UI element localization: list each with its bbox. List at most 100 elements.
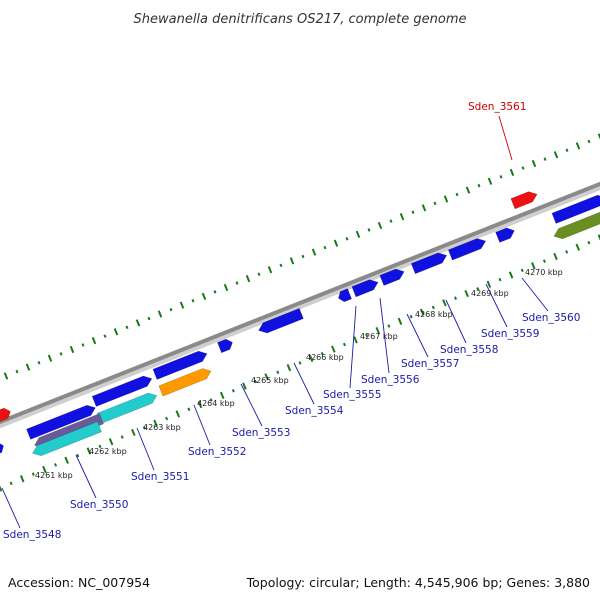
tick-mark (9, 481, 13, 486)
kbp-label: 4270 kbp (525, 268, 563, 277)
tick-mark (76, 453, 80, 458)
tick-mark (59, 352, 63, 356)
gene-arrow-blue (0, 441, 4, 456)
leader-line-sden-3551 (136, 427, 155, 471)
tick-mark (421, 204, 427, 212)
tick-mark (553, 151, 559, 159)
tick-mark (498, 277, 502, 282)
tick-mark (47, 354, 53, 362)
tick-mark (443, 195, 449, 203)
gene-label-sden-3548: Sden_3548 (3, 529, 61, 541)
tick-mark (197, 401, 203, 409)
leader-line-sden-3557 (406, 313, 429, 358)
gene-label-sden-3556: Sden_3556 (361, 374, 420, 386)
leader-line-sden-3558 (445, 299, 467, 344)
tick-mark (397, 317, 403, 325)
tick-mark (389, 219, 393, 223)
tick-mark (419, 308, 425, 316)
tick-mark (520, 268, 524, 273)
tick-mark (0, 485, 3, 492)
gene-arrow-blue (258, 308, 304, 334)
tick-mark (289, 257, 295, 265)
tick-mark (575, 243, 581, 251)
gene-arrow-blue (152, 350, 208, 380)
leader-line-sden-3554 (293, 362, 315, 405)
tick-mark (135, 319, 141, 327)
kbp-label: 4267 kbp (360, 332, 398, 341)
tick-mark (142, 426, 146, 430)
map-title: Shewanella denitrificans OS217, complete… (134, 12, 467, 27)
tick-mark (553, 252, 558, 261)
tick-mark (81, 343, 85, 347)
tick-mark (301, 254, 305, 259)
tick-mark (245, 275, 251, 283)
tick-mark (276, 370, 280, 375)
leader-line-sden-3560 (521, 277, 549, 312)
backbone-line (0, 181, 600, 425)
tick-mark (187, 407, 191, 412)
tick-mark (464, 289, 469, 298)
tick-mark (342, 342, 346, 347)
kbp-label: 4264 kbp (197, 399, 235, 408)
inner-tick-track (0, 234, 600, 492)
gene-label-sden-3550: Sden_3550 (70, 499, 128, 511)
tick-mark (565, 250, 569, 254)
tick-mark (179, 301, 185, 309)
tick-mark (113, 328, 119, 336)
tick-mark (242, 382, 247, 390)
tick-mark (597, 133, 600, 140)
leader-line-sden-3552 (193, 404, 211, 446)
gene-arrow-blue (495, 227, 515, 243)
tick-mark (508, 271, 514, 279)
tick-mark (54, 463, 58, 467)
tick-mark (231, 389, 235, 393)
gene-arrow-blue (338, 288, 352, 303)
tick-mark (223, 283, 229, 292)
kbp-label: 4268 kbp (415, 310, 453, 319)
tick-mark (353, 336, 358, 344)
tick-mark (542, 259, 546, 263)
leader-line-sden-3548 (1, 487, 21, 529)
tick-mark (345, 237, 349, 241)
tick-mark (298, 361, 302, 365)
gene-arrow-blue (551, 194, 600, 224)
gene-arrow-blue (217, 338, 233, 354)
gene-label-sden-3554: Sden_3554 (285, 405, 344, 417)
tick-mark (308, 354, 314, 362)
tick-mark (367, 228, 371, 232)
tick-mark (37, 360, 41, 365)
tick-mark (157, 310, 163, 318)
leader-line-sden-3561 (498, 115, 513, 161)
gene-label-sden-3559: Sden_3559 (481, 328, 539, 340)
tick-mark (15, 369, 19, 374)
gene-features (0, 191, 600, 457)
tick-mark (235, 281, 239, 285)
tick-mark (125, 325, 129, 330)
kbp-label: 4269 kbp (471, 289, 509, 298)
tick-mark (454, 296, 458, 300)
gene-label-sden-3551: Sden_3551 (131, 471, 189, 483)
gene-label-sden-3555: Sden_3555 (323, 389, 381, 401)
tick-mark (499, 175, 503, 179)
tick-mark (465, 186, 471, 194)
tick-mark (409, 314, 413, 319)
tick-mark (331, 345, 336, 353)
tick-mark (587, 240, 591, 245)
kbp-scale-labels: 4261 kbp 4262 kbp 4263 kbp 4264 kbp 4265 kbp… (35, 268, 563, 480)
gene-arrow-cyan-lower (32, 421, 102, 457)
tick-mark (191, 298, 195, 303)
tick-mark (487, 177, 493, 185)
tick-mark (476, 287, 480, 291)
leader-line-sden-3550 (75, 454, 97, 499)
tick-mark (323, 245, 327, 250)
leader-line-sden-3553 (240, 383, 263, 427)
tick-mark (120, 435, 124, 439)
leader-line-sden-3556 (379, 297, 390, 374)
tick-mark (575, 142, 581, 150)
tick-mark (365, 333, 369, 337)
tick-mark (86, 447, 92, 455)
gene-arrow-olive (553, 210, 600, 240)
tick-mark (486, 280, 492, 288)
tick-mark (147, 316, 151, 321)
kbp-label: 4266 kbp (306, 353, 344, 362)
